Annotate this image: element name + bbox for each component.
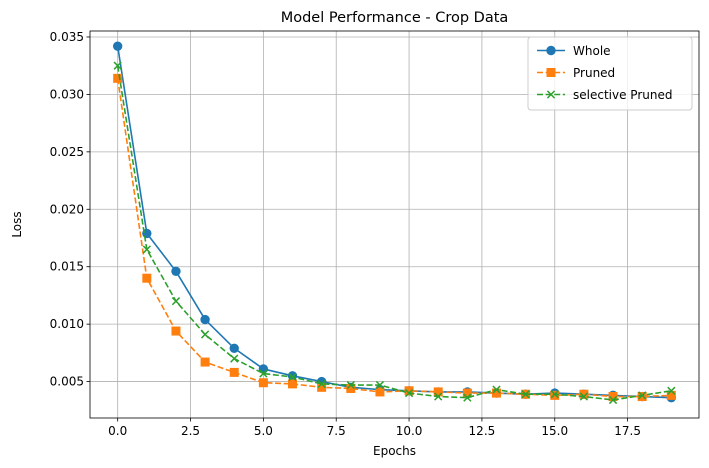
x-marker-stroke bbox=[288, 372, 297, 382]
data-point-pruned bbox=[142, 273, 152, 283]
legend-label: Whole bbox=[573, 44, 611, 58]
x-tick-label: 7.5 bbox=[327, 424, 346, 438]
legend-marker bbox=[546, 68, 556, 77]
data-point-selective-pruned bbox=[521, 390, 530, 399]
data-point-selective-pruned bbox=[404, 388, 414, 398]
x-marker-stroke bbox=[463, 393, 472, 402]
data-point-selective-pruned bbox=[142, 245, 151, 254]
x-marker-stroke bbox=[546, 90, 556, 99]
data-point-selective-pruned bbox=[317, 379, 326, 389]
data-point-selective-pruned bbox=[288, 372, 297, 382]
legend-label: Pruned bbox=[573, 66, 615, 80]
legend: Whole Pruned selective Pruned bbox=[527, 36, 693, 111]
y-tick-label: 0.020 bbox=[50, 202, 84, 216]
legend-item-pruned: Pruned bbox=[537, 66, 615, 80]
series-layer bbox=[112, 41, 677, 405]
legend-item-whole: Whole bbox=[537, 44, 611, 58]
data-point-selective-pruned bbox=[259, 369, 268, 378]
data-point-whole bbox=[229, 343, 239, 353]
x-marker-stroke bbox=[259, 369, 268, 378]
y-tick-label: 0.025 bbox=[50, 145, 84, 159]
x-marker-stroke bbox=[608, 395, 618, 405]
data-point-selective-pruned bbox=[667, 386, 676, 395]
x-tick-label: 12.5 bbox=[469, 424, 496, 438]
legend-marker bbox=[546, 45, 556, 56]
x-marker-stroke bbox=[171, 297, 181, 306]
data-point-pruned bbox=[258, 378, 268, 388]
y-tick-label: 0.010 bbox=[50, 317, 84, 331]
data-point-selective-pruned bbox=[113, 61, 122, 70]
x-axis-label: Epochs bbox=[373, 444, 416, 458]
data-point-pruned bbox=[375, 387, 385, 397]
series-line-selective-pruned bbox=[116, 65, 672, 401]
y-tick-label: 0.035 bbox=[50, 30, 84, 44]
legend-item-selective-pruned: selective Pruned bbox=[537, 88, 672, 102]
chart-title: Model Performance - Crop Data bbox=[281, 10, 509, 26]
data-point-pruned bbox=[288, 379, 298, 389]
x-marker-stroke bbox=[492, 385, 501, 394]
x-marker-stroke bbox=[346, 380, 355, 390]
x-marker-stroke bbox=[142, 245, 151, 254]
data-point-whole bbox=[112, 41, 123, 51]
series-selective-pruned bbox=[113, 61, 676, 405]
data-point-pruned bbox=[579, 389, 589, 399]
data-point-selective-pruned bbox=[463, 393, 472, 402]
legend-box bbox=[527, 36, 693, 111]
data-point-selective-pruned bbox=[492, 385, 501, 394]
data-point-selective-pruned bbox=[346, 380, 355, 390]
x-marker-stroke bbox=[521, 390, 530, 399]
x-tick-label: 5.0 bbox=[254, 424, 273, 438]
data-point-selective-pruned bbox=[200, 330, 210, 339]
data-point-pruned bbox=[200, 357, 210, 367]
y-tick-label: 0.030 bbox=[50, 87, 84, 101]
legend-marker bbox=[546, 90, 556, 99]
x-marker-stroke bbox=[667, 386, 676, 395]
data-point-selective-pruned bbox=[579, 392, 589, 401]
data-point-selective-pruned bbox=[375, 380, 385, 390]
x-marker-stroke bbox=[404, 388, 414, 398]
data-point-pruned bbox=[637, 392, 647, 402]
data-point-selective-pruned bbox=[230, 354, 239, 363]
data-point-selective-pruned bbox=[638, 391, 647, 400]
x-marker-stroke bbox=[375, 380, 385, 390]
x-marker-stroke bbox=[113, 61, 122, 70]
x-marker-stroke bbox=[317, 379, 326, 389]
x-marker-stroke bbox=[434, 392, 443, 401]
y-tick-label: 0.015 bbox=[50, 260, 84, 274]
data-point-whole bbox=[200, 314, 210, 325]
data-point-pruned bbox=[550, 390, 560, 400]
x-marker-stroke bbox=[579, 392, 589, 401]
x-tick-label: 0.0 bbox=[108, 424, 127, 438]
x-tick-label: 2.5 bbox=[181, 424, 200, 438]
data-point-selective-pruned bbox=[608, 395, 618, 405]
data-point-pruned bbox=[171, 326, 181, 336]
y-tick-label: 0.005 bbox=[50, 375, 84, 389]
ticks: 0.0 2.5 5.0 7.5 10.0 12.5 15.0 17.5 0.005 0.010 0.… bbox=[50, 30, 641, 438]
data-point-whole bbox=[287, 371, 298, 381]
data-point-pruned bbox=[113, 73, 123, 83]
x-tick-label: 17.5 bbox=[614, 424, 641, 438]
y-axis-label: Loss bbox=[10, 211, 24, 237]
data-point-whole bbox=[171, 266, 181, 277]
x-marker-stroke bbox=[230, 354, 239, 363]
x-marker-stroke bbox=[550, 390, 559, 399]
data-point-selective-pruned bbox=[171, 297, 181, 306]
data-point-pruned bbox=[229, 367, 239, 377]
x-tick-label: 15.0 bbox=[541, 424, 568, 438]
series-line-pruned bbox=[116, 78, 672, 398]
data-point-pruned bbox=[404, 386, 414, 396]
x-tick-label: 10.0 bbox=[396, 424, 423, 438]
plot-frame bbox=[89, 30, 700, 419]
data-point-selective-pruned bbox=[434, 392, 443, 401]
data-point-selective-pruned bbox=[550, 390, 559, 399]
x-marker-stroke bbox=[200, 330, 210, 339]
legend-label: selective Pruned bbox=[573, 88, 672, 102]
x-marker-stroke bbox=[638, 391, 647, 400]
